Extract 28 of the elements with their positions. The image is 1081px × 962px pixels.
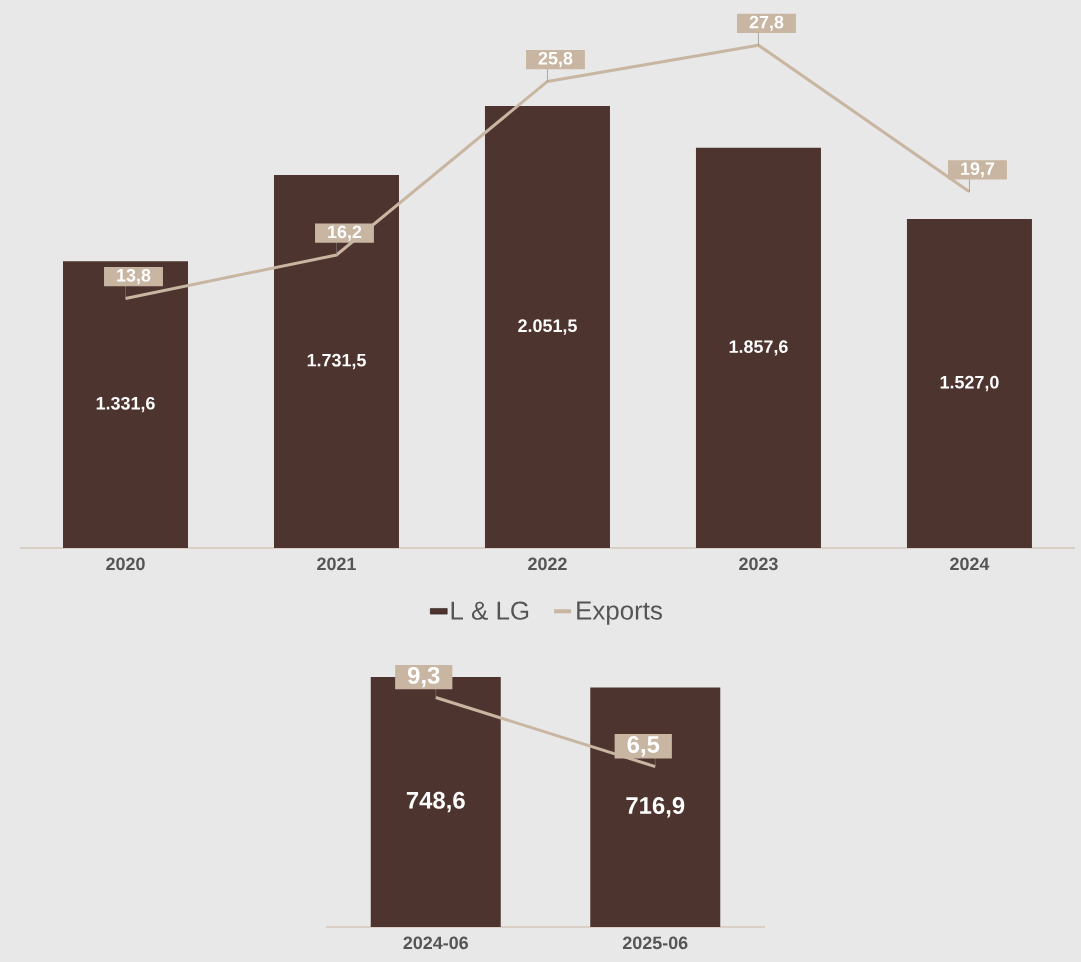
data-label: 19,7 [961, 162, 995, 178]
x-tick-label: 2022 [528, 557, 567, 571]
x-tick-label: 2025-06 [622, 936, 688, 950]
x-tick-label: 2021 [317, 557, 356, 571]
data-label: 25,8 [538, 51, 573, 68]
legend-label: L & LG [451, 601, 529, 620]
data-label: 716,9 [626, 797, 685, 818]
data-label: 16,2 [328, 225, 362, 241]
data-label: 1.527,0 [940, 375, 999, 392]
data-label: 27,8 [749, 15, 784, 32]
data-label: 1.331,6 [96, 396, 155, 413]
data-label: 748,6 [406, 791, 465, 813]
x-tick-label: 2024 [950, 557, 990, 571]
data-label: 6,5 [627, 736, 660, 757]
data-label: 9,3 [407, 666, 440, 688]
x-tick-label: 2024-06 [403, 936, 468, 950]
bar [484, 106, 610, 548]
x-tick-label: 2023 [739, 557, 778, 571]
data-label: 1.857,6 [729, 340, 788, 356]
data-label: 1.731,5 [307, 353, 366, 370]
x-tick-label: 2020 [106, 557, 145, 571]
bar [273, 174, 399, 548]
legend-label: Exports [577, 601, 662, 625]
bar [62, 261, 188, 548]
bar [695, 147, 821, 548]
data-label: 2.051,5 [518, 319, 577, 335]
data-label: 13,8 [117, 268, 151, 285]
bar [906, 219, 1032, 548]
